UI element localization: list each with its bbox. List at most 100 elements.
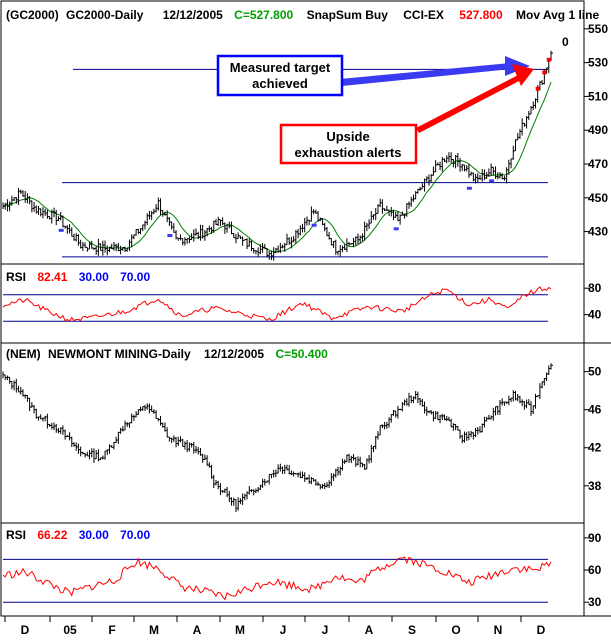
price-bar <box>499 172 502 179</box>
price-bar <box>42 417 45 422</box>
price-bar <box>186 440 190 453</box>
price-bar <box>550 50 553 61</box>
price-bar <box>543 377 547 386</box>
price-bar <box>215 219 218 226</box>
y-tick-label: 430 <box>588 225 608 239</box>
price-bar <box>479 426 483 433</box>
price-bar <box>222 490 225 494</box>
price-bar <box>277 245 281 253</box>
price-bar <box>115 243 119 252</box>
price-bar <box>20 387 23 395</box>
price-bar <box>237 497 241 511</box>
price-bar <box>317 481 321 486</box>
price-bar <box>299 225 303 236</box>
price-bar <box>277 464 281 474</box>
price-bar <box>33 405 37 414</box>
price-bar <box>401 211 405 216</box>
price-bar <box>497 405 500 415</box>
x-tick-label: J <box>322 623 329 637</box>
price-bar <box>239 498 243 505</box>
price-bar <box>295 229 298 244</box>
price-bar <box>424 178 427 192</box>
price-bar <box>64 225 68 229</box>
gold-cci-label: CCI-EX <box>403 8 444 22</box>
price-bar <box>153 409 156 414</box>
price-bar <box>333 473 336 481</box>
price-bar <box>228 491 232 503</box>
price-bar <box>364 463 367 470</box>
price-bar <box>370 210 374 224</box>
price-bar <box>84 242 88 248</box>
nem-date: 12/12/2005 <box>204 347 264 361</box>
price-bar <box>259 244 263 255</box>
price-bar <box>361 233 365 242</box>
price-bar <box>211 465 214 479</box>
price-bar <box>206 227 210 237</box>
price-bar <box>279 242 283 254</box>
price-bar <box>452 159 456 168</box>
price-bar <box>532 101 536 111</box>
price-bar <box>151 405 154 412</box>
gold-ma-label: Mov Avg 1 line <box>516 8 599 22</box>
annotation-box-red <box>279 123 418 165</box>
nem-rsi-label: RSI <box>6 528 26 542</box>
price-bar <box>122 246 125 251</box>
price-bar <box>279 463 283 472</box>
price-bar <box>250 489 254 493</box>
price-bar <box>506 167 509 184</box>
price-bar <box>77 443 81 454</box>
price-bar <box>235 233 238 244</box>
price-bar <box>488 414 491 420</box>
price-bar <box>191 442 194 448</box>
price-bar <box>49 216 52 220</box>
price-bar <box>501 398 505 406</box>
price-bar <box>512 390 516 402</box>
price-bar <box>57 427 61 434</box>
price-bar <box>195 228 199 236</box>
price-bar <box>404 213 407 219</box>
price-bar <box>421 183 425 189</box>
price-bar <box>386 205 389 211</box>
gold-date: 12/12/2005 <box>163 8 223 22</box>
price-bar <box>15 378 19 393</box>
price-bar <box>448 152 451 163</box>
price-bar <box>441 157 445 172</box>
price-bar <box>337 250 341 256</box>
price-bar <box>548 365 551 376</box>
price-bar <box>477 427 480 435</box>
price-bar <box>359 456 363 468</box>
price-bar <box>368 219 372 229</box>
price-bar <box>69 432 72 441</box>
price-bar <box>126 247 130 252</box>
price-bar <box>444 158 447 163</box>
price-bar <box>353 237 356 248</box>
price-bar <box>497 172 500 180</box>
price-bar <box>124 246 128 253</box>
price-bar <box>202 224 205 239</box>
price-bar <box>490 163 494 176</box>
price-bar <box>384 208 387 212</box>
price-bar <box>24 190 28 203</box>
price-bar <box>102 240 105 256</box>
price-bar <box>95 450 99 459</box>
price-bar <box>275 247 278 254</box>
price-bar <box>355 457 358 468</box>
price-bar <box>424 401 427 414</box>
price-bar <box>426 406 429 416</box>
price-bar <box>348 242 352 247</box>
price-bar <box>373 214 376 220</box>
price-bar <box>2 202 5 209</box>
price-bar <box>457 426 460 431</box>
price-bar <box>73 233 76 241</box>
gold-close: C=527.800 <box>234 8 293 22</box>
price-bar <box>526 115 529 129</box>
y-tick-label: 46 <box>588 403 602 417</box>
price-bar <box>366 222 369 232</box>
price-bar <box>128 422 132 428</box>
price-bar <box>199 224 203 241</box>
price-bar <box>286 464 289 471</box>
price-bar <box>113 241 116 251</box>
price-bar <box>24 394 28 399</box>
red-arrow <box>416 64 534 133</box>
price-bar <box>177 237 181 241</box>
